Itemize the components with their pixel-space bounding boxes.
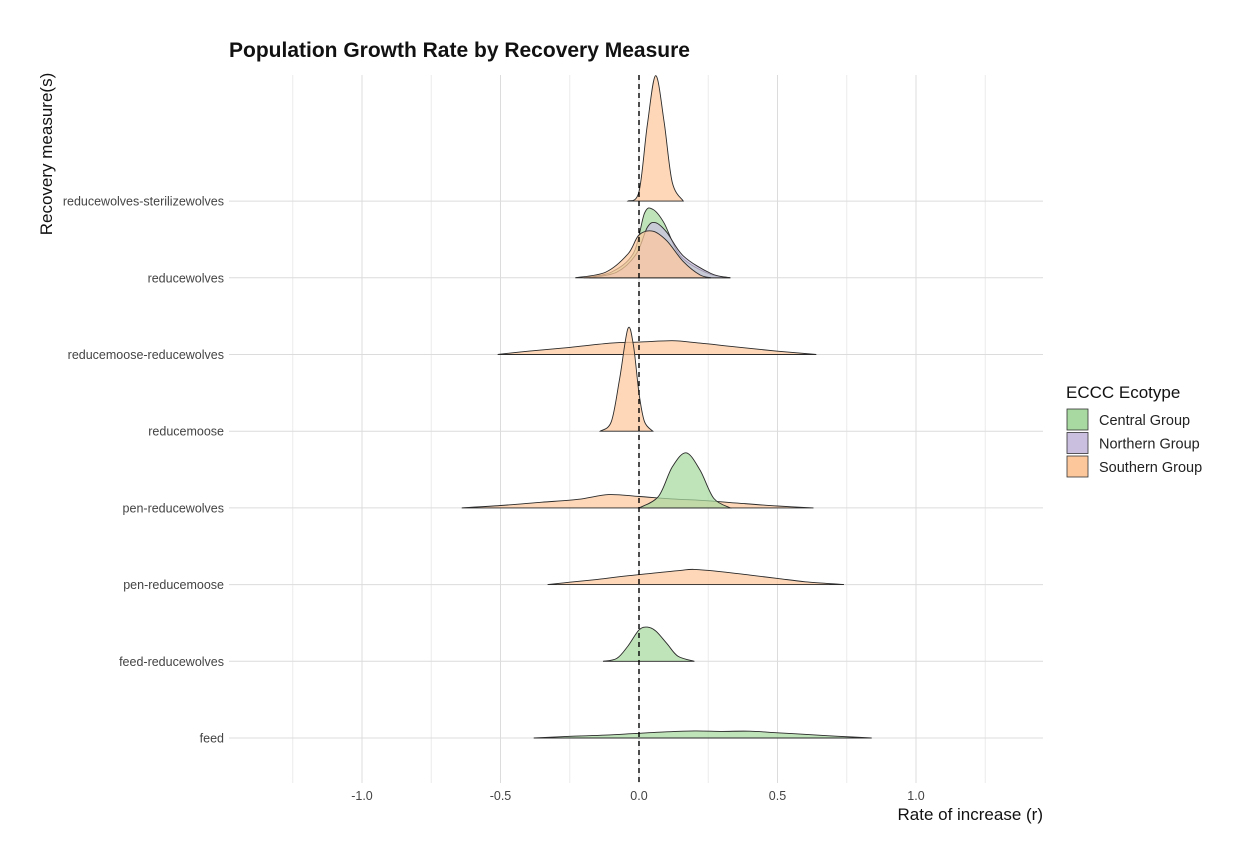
y-tick-label: pen-reducemoose xyxy=(123,578,224,592)
legend-label: Northern Group xyxy=(1099,437,1200,453)
y-tick-labels: feed feed-reducewolves pen-reducemoose pen-… xyxy=(63,195,224,746)
legend-title: ECCC Ecotype xyxy=(1066,383,1180,402)
ridge-reducemoose-southern-group xyxy=(598,326,654,432)
ridge-pen-reducewolves-central-group xyxy=(637,452,733,509)
ridge-reducemoose-reducewolves-southern-group xyxy=(497,340,817,355)
y-tick-label: feed-reducewolves xyxy=(119,655,224,669)
legend-label: Southern Group xyxy=(1099,460,1202,476)
legend-swatch xyxy=(1066,408,1089,431)
chart-title: Population Growth Rate by Recovery Measu… xyxy=(229,39,690,62)
y-tick-label: feed xyxy=(200,732,224,746)
ridge-reducewolves-sterilizewolves-southern-group xyxy=(626,75,685,202)
y-tick-label: reducemoose xyxy=(148,425,224,439)
x-tick-label: 1.0 xyxy=(907,789,924,803)
x-axis-title: Rate of increase (r) xyxy=(898,805,1044,824)
legend-label: Central Group xyxy=(1099,413,1190,429)
x-tick-label: 0.5 xyxy=(769,789,786,803)
ridge-pen-reducewolves-southern-group xyxy=(461,494,814,509)
y-tick-label: reducemoose-reducewolves xyxy=(68,348,224,362)
legend: ECCC Ecotype Central Group Northern Group… xyxy=(1066,383,1202,478)
legend-swatch xyxy=(1066,432,1089,454)
y-tick-label: reducewolves-sterilizewolves xyxy=(63,195,224,209)
ridge-reducewolves-southern-group xyxy=(575,230,712,279)
y-axis-title: Recovery measure(s) xyxy=(37,73,56,236)
y-tick-label: pen-reducewolves xyxy=(123,501,224,515)
ridge-feed-central-group xyxy=(533,730,872,739)
x-tick-label: -0.5 xyxy=(490,789,512,803)
density-ridges xyxy=(461,75,872,739)
legend-swatch xyxy=(1066,455,1089,478)
ridge-feed-reducewolves-central-group xyxy=(602,626,695,662)
y-tick-label: reducewolves xyxy=(148,271,224,285)
legend-entries: Central Group Northern Group Southern Grou… xyxy=(1066,408,1202,478)
ridge-pen-reducemoose-southern-group xyxy=(547,568,845,586)
x-tick-labels: -1.0 -0.5 0.0 0.5 1.0 xyxy=(351,789,925,803)
x-tick-label: -1.0 xyxy=(351,789,373,803)
x-tick-label: 0.0 xyxy=(630,789,647,803)
